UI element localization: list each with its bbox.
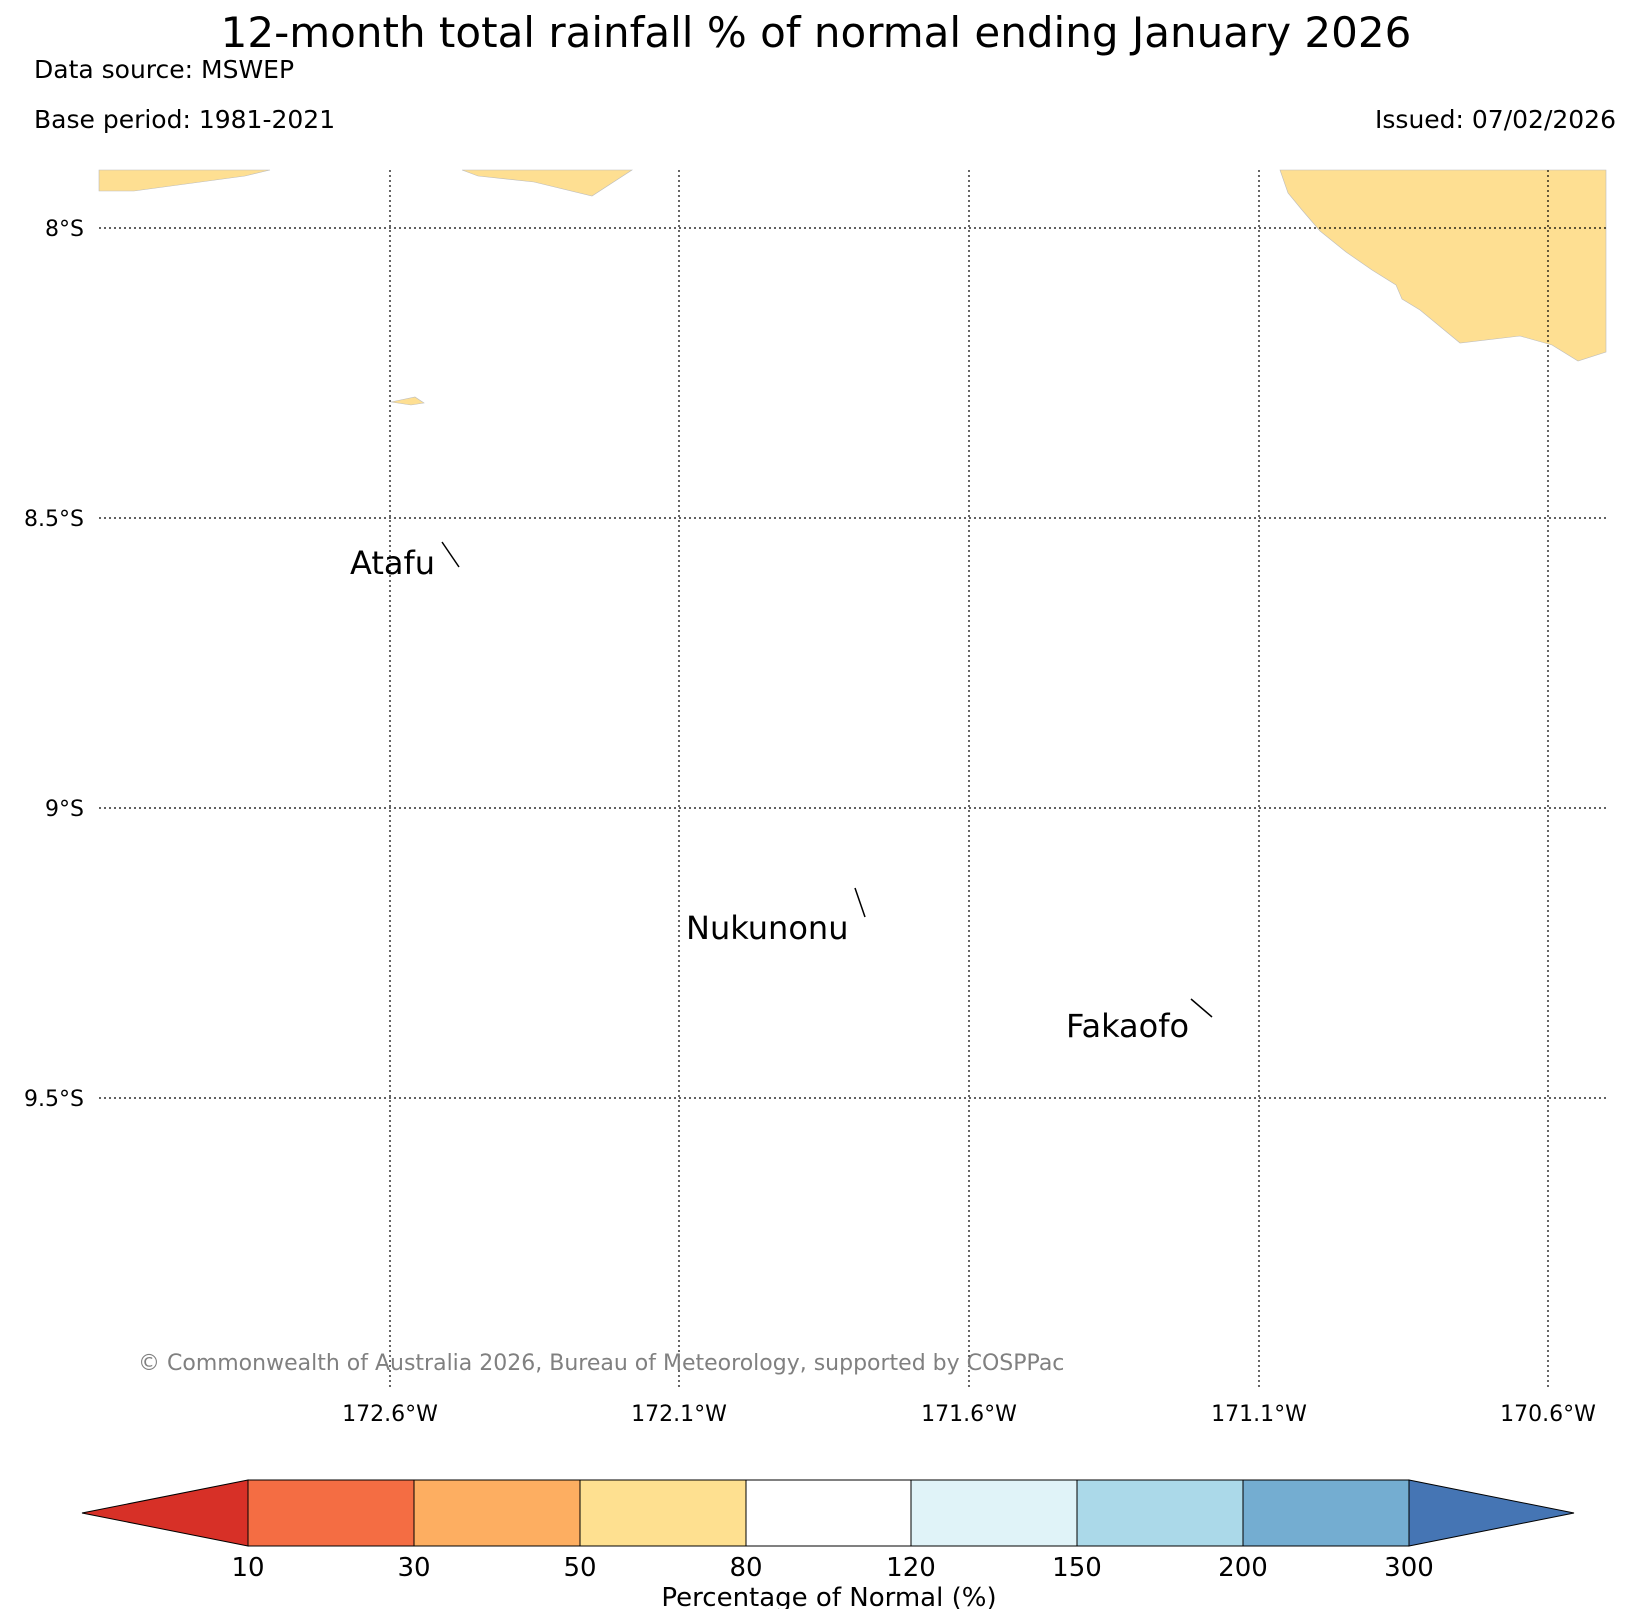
lon-label: 172.1°W <box>631 1402 727 1427</box>
atoll-nukunonu-marker <box>854 887 866 918</box>
issued-date-label: Issued: 07/02/2026 <box>1375 105 1616 134</box>
colorbar-bin <box>745 1479 912 1547</box>
colorbar-max-extension <box>1408 1479 1575 1547</box>
colorbar <box>81 1479 1575 1547</box>
lat-label: 9.5°S <box>24 1087 84 1112</box>
graticule <box>99 170 1606 1388</box>
copyright-notice: © Commonwealth of Australia 2026, Bureau… <box>138 1351 1064 1376</box>
colorbar-bin <box>579 1479 747 1547</box>
place-label-nukunonu: Nukunonu <box>686 909 848 947</box>
region-small-islet <box>390 396 425 406</box>
colorbar-tick-label: 300 <box>1384 1553 1434 1583</box>
colorbar-tick-label: 80 <box>729 1553 762 1583</box>
colorbar-bin <box>910 1479 1078 1547</box>
map-title: 12-month total rainfall % of normal endi… <box>220 8 1412 57</box>
colorbar-title: Percentage of Normal (%) <box>661 1583 996 1609</box>
colorbar-bin <box>413 1479 581 1547</box>
colorbar-tick-label: 200 <box>1218 1553 1268 1583</box>
data-source-label: Data source: MSWEP <box>34 55 295 84</box>
lat-label: 9°S <box>45 797 84 822</box>
lon-label: 170.6°W <box>1500 1402 1596 1427</box>
colorbar-tick-label: 50 <box>563 1553 596 1583</box>
lon-label: 172.6°W <box>342 1402 438 1427</box>
atoll-atafu-marker <box>441 541 460 568</box>
colorbar-bin <box>1242 1479 1410 1547</box>
place-label-atafu: Atafu <box>350 544 435 582</box>
colorbar-min-extension <box>81 1479 249 1547</box>
rainfall-regions <box>98 169 1607 406</box>
colorbar-tick-label: 30 <box>397 1553 430 1583</box>
colorbar-tick-label: 150 <box>1052 1553 1102 1583</box>
lat-label: 8°S <box>45 217 84 242</box>
colorbar-bin <box>247 1479 415 1547</box>
atoll-fakaofo-marker <box>1190 998 1213 1018</box>
colorbar-tick-label: 10 <box>231 1553 264 1583</box>
lon-label: 171.6°W <box>921 1402 1017 1427</box>
region-north-central <box>461 169 634 197</box>
colorbar-tick-label: 120 <box>886 1553 936 1583</box>
colorbar-bin <box>1076 1479 1244 1547</box>
lon-label: 171.1°W <box>1211 1402 1307 1427</box>
region-northeast <box>1279 169 1607 362</box>
base-period-label: Base period: 1981-2021 <box>34 105 336 134</box>
lat-label: 8.5°S <box>24 507 84 532</box>
region-northwest <box>98 169 271 192</box>
place-label-fakaofo: Fakaofo <box>1066 1007 1189 1045</box>
